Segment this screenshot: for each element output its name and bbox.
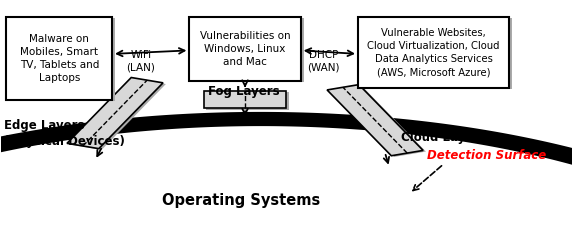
Text: Vulnerable Websites,
Cloud Virtualization, Cloud
Data Analytics Services
(AWS, M: Vulnerable Websites, Cloud Virtualizatio… <box>368 28 500 78</box>
Bar <box>190 17 301 81</box>
Text: Edge Layers
(Physical Devices): Edge Layers (Physical Devices) <box>3 119 124 148</box>
Text: Fog Layers: Fog Layers <box>208 85 279 98</box>
Polygon shape <box>327 85 423 156</box>
Text: WiFi
(LAN): WiFi (LAN) <box>127 50 155 72</box>
Text: Detection Surface: Detection Surface <box>427 149 546 162</box>
Polygon shape <box>67 78 163 149</box>
Text: Operating Systems: Operating Systems <box>162 193 320 208</box>
Text: DHCP
(WAN): DHCP (WAN) <box>307 50 340 72</box>
Bar <box>203 91 287 108</box>
Bar <box>6 17 112 100</box>
Polygon shape <box>330 86 426 157</box>
Text: Cloud Layers: Cloud Layers <box>401 131 486 144</box>
Bar <box>192 18 303 82</box>
Bar <box>358 17 509 88</box>
Polygon shape <box>0 112 578 238</box>
Bar <box>9 18 115 101</box>
Bar <box>206 92 290 109</box>
Text: Vulnerabilities on
Windows, Linux
and Mac: Vulnerabilities on Windows, Linux and Ma… <box>200 31 290 67</box>
Polygon shape <box>70 79 166 150</box>
Text: Malware on
Mobiles, Smart
TV, Tablets and
Laptops: Malware on Mobiles, Smart TV, Tablets an… <box>20 34 99 84</box>
Bar <box>361 18 512 89</box>
